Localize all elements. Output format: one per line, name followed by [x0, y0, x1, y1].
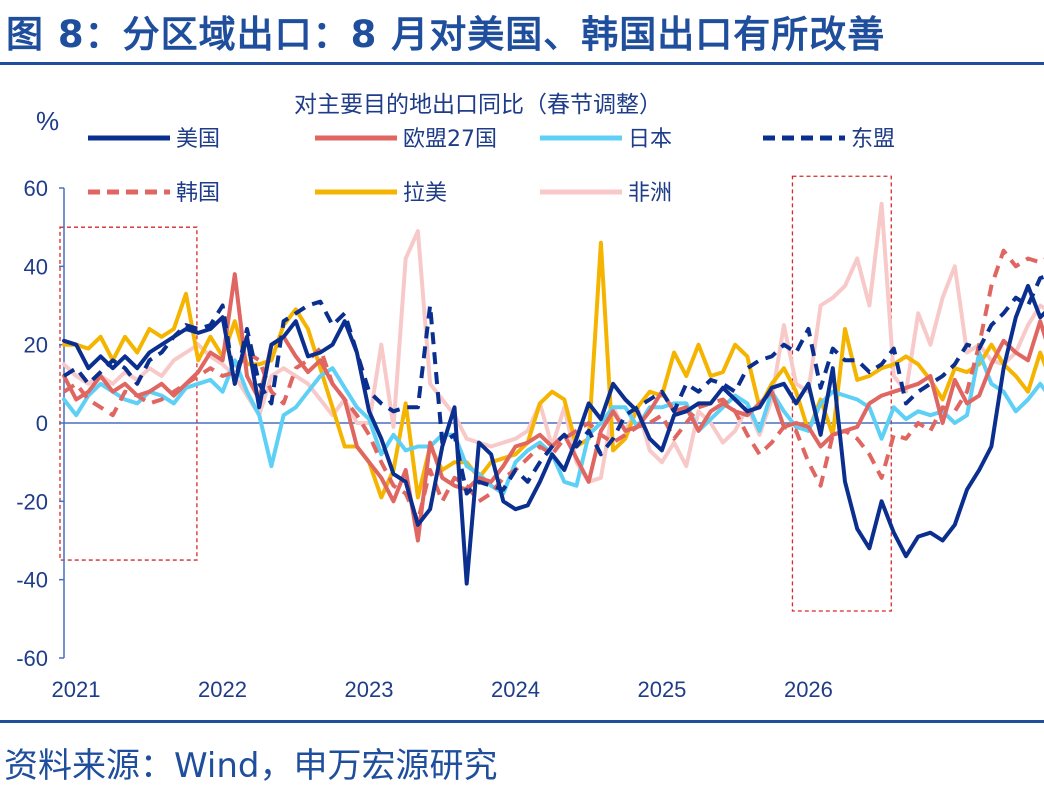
- y-tick-label: -40: [16, 568, 48, 593]
- y-tick-label: 20: [24, 333, 48, 358]
- y-tick-label: -20: [16, 489, 48, 514]
- series-lines: [62, 201, 1044, 586]
- legend-label-3: 日本: [628, 127, 672, 152]
- series-line-7: [62, 201, 1044, 484]
- y-tick-label: 40: [24, 254, 48, 279]
- highlight-box: [59, 226, 198, 561]
- y-tick-label: 0: [36, 411, 48, 436]
- x-tick-label: 2026: [784, 677, 833, 702]
- legend-label-2: 欧盟27国: [403, 127, 497, 152]
- series-line-1: [62, 283, 1044, 586]
- y-tick-label: 60: [24, 176, 48, 201]
- legend-label-7: 非洲: [628, 181, 672, 206]
- x-tick-label: 2022: [198, 677, 247, 702]
- chart-subtitle: 对主要目的地出口同比（春节调整）: [294, 92, 662, 118]
- y-axis-unit: %: [36, 106, 59, 136]
- x-tick-label: 2023: [345, 677, 394, 702]
- x-tick-label: 2024: [491, 677, 540, 702]
- source-note: 资料来源：Wind，申万宏源研究: [4, 746, 498, 786]
- legend-label-1: 美国: [176, 127, 220, 152]
- legend-label-4: 东盟: [851, 127, 895, 152]
- source-rule: [0, 720, 1044, 723]
- x-tick-label: 2021: [52, 677, 101, 702]
- x-tick-label: 2025: [637, 677, 686, 702]
- series-line-2: [62, 272, 1044, 543]
- title-rule: [0, 62, 1044, 65]
- legend-label-5: 韩国: [176, 181, 220, 206]
- series-line-5: [62, 248, 1044, 523]
- legend-label-6: 拉美: [403, 181, 447, 206]
- figure-title: 图 8：分区域出口：8 月对美国、韩国出口有所改善: [6, 13, 886, 56]
- y-tick-label: -60: [16, 646, 48, 671]
